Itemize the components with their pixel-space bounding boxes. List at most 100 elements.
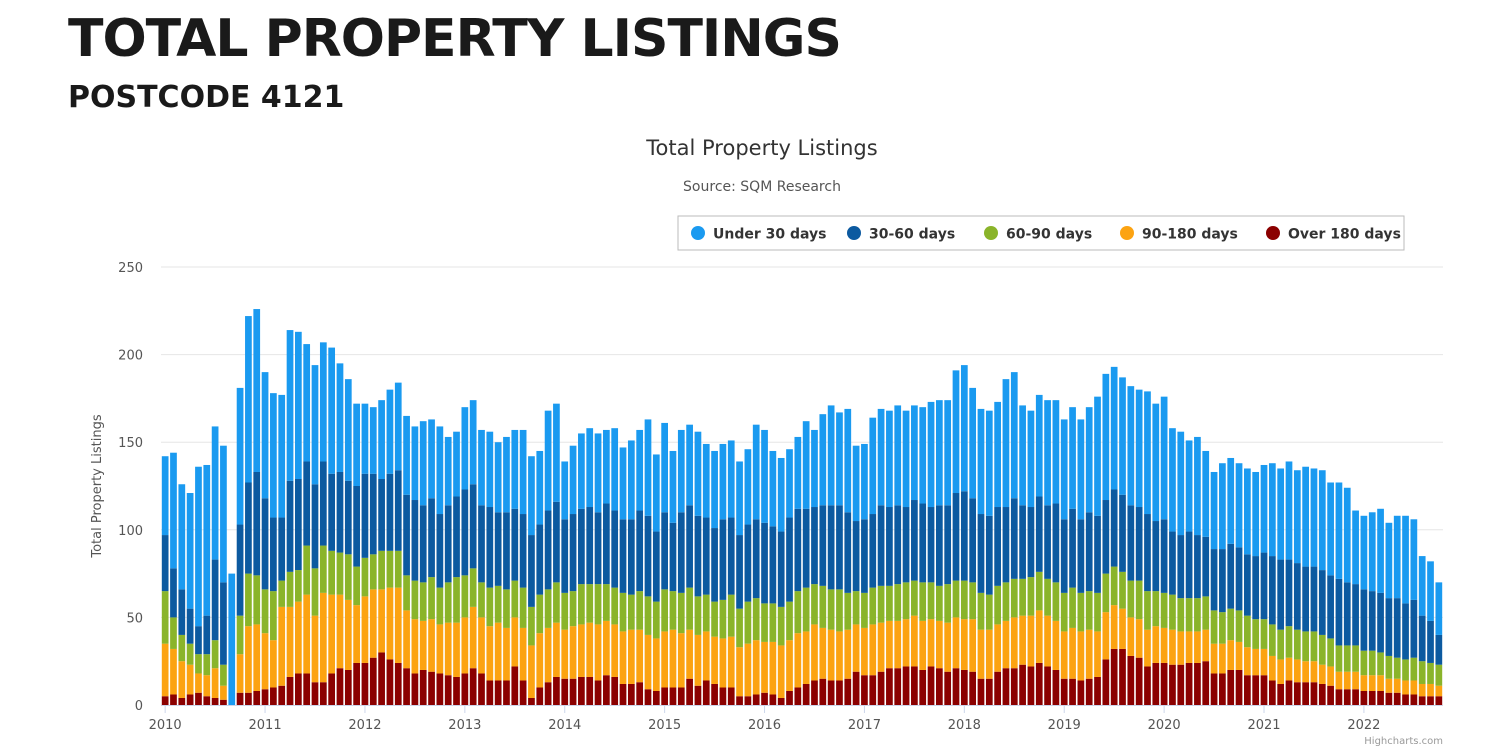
bar-segment[interactable]: [253, 309, 261, 472]
bar-segment[interactable]: [927, 666, 935, 705]
bar-segment[interactable]: [1427, 561, 1434, 621]
bar-segment[interactable]: [419, 505, 427, 583]
bar-segment[interactable]: [636, 682, 644, 705]
bar-segment[interactable]: [603, 584, 610, 621]
bar-segment[interactable]: [1293, 563, 1301, 630]
bar-segment[interactable]: [1385, 692, 1393, 705]
bar-segment[interactable]: [378, 550, 385, 590]
bar-segment[interactable]: [902, 507, 910, 583]
bar-segment[interactable]: [1335, 689, 1343, 705]
bar-segment[interactable]: [1285, 680, 1293, 705]
bar-segment[interactable]: [1077, 592, 1085, 632]
bar-segment[interactable]: [1169, 594, 1176, 630]
bar-segment[interactable]: [278, 606, 286, 686]
bar-segment[interactable]: [220, 699, 227, 705]
bar-segment[interactable]: [1377, 690, 1384, 705]
bar-segment[interactable]: [861, 592, 868, 628]
bar-segment[interactable]: [586, 584, 594, 623]
bar-segment[interactable]: [894, 584, 902, 621]
bar-segment[interactable]: [1185, 531, 1193, 599]
bar-segment[interactable]: [777, 645, 785, 698]
bar-segment[interactable]: [719, 519, 727, 600]
bar-segment[interactable]: [261, 498, 269, 590]
bar-segment[interactable]: [486, 431, 494, 508]
bar-segment[interactable]: [752, 694, 760, 705]
bar-segment[interactable]: [1427, 662, 1434, 684]
bar-segment[interactable]: [428, 419, 435, 499]
bar-segment[interactable]: [603, 620, 610, 676]
bar-segment[interactable]: [786, 449, 793, 518]
bar-segment[interactable]: [1427, 620, 1434, 663]
bar-segment[interactable]: [1119, 571, 1126, 609]
bar-segment[interactable]: [353, 403, 360, 486]
bar-segment[interactable]: [1019, 578, 1026, 616]
bar-segment[interactable]: [985, 629, 993, 679]
bar-segment[interactable]: [969, 387, 977, 499]
bar-segment[interactable]: [1185, 598, 1193, 632]
bar-segment[interactable]: [161, 535, 169, 592]
bar-segment[interactable]: [453, 577, 460, 623]
bar-segment[interactable]: [1235, 669, 1243, 705]
bar-segment[interactable]: [852, 671, 860, 705]
bar-segment[interactable]: [911, 580, 918, 616]
bar-segment[interactable]: [536, 524, 544, 595]
bar-segment[interactable]: [935, 505, 943, 586]
bar-segment[interactable]: [469, 400, 477, 485]
bar-segment[interactable]: [1244, 615, 1251, 648]
legend-item[interactable]: 30-60 days: [869, 227, 955, 243]
bar-segment[interactable]: [1335, 578, 1343, 646]
bar-segment[interactable]: [802, 631, 810, 684]
bar-segment[interactable]: [203, 464, 211, 616]
bar-segment[interactable]: [827, 505, 835, 590]
bar-segment[interactable]: [1002, 582, 1010, 621]
bar-segment[interactable]: [511, 666, 519, 705]
bar-segment[interactable]: [536, 633, 544, 688]
bar-segment[interactable]: [827, 680, 835, 705]
bar-segment[interactable]: [686, 629, 693, 679]
bar-segment[interactable]: [752, 640, 760, 695]
bar-segment[interactable]: [303, 461, 311, 546]
bar-segment[interactable]: [1069, 587, 1076, 628]
bar-segment[interactable]: [603, 675, 610, 705]
bar-segment[interactable]: [786, 640, 793, 691]
bar-segment[interactable]: [1410, 519, 1418, 600]
bar-segment[interactable]: [811, 507, 818, 585]
bar-segment[interactable]: [294, 478, 302, 571]
bar-segment[interactable]: [1127, 580, 1135, 618]
bar-segment[interactable]: [519, 514, 527, 588]
bar-segment[interactable]: [494, 680, 502, 705]
bar-segment[interactable]: [511, 508, 519, 581]
bar-segment[interactable]: [270, 591, 277, 641]
bar-segment[interactable]: [1035, 571, 1043, 611]
bar-segment[interactable]: [652, 601, 660, 639]
bar-segment[interactable]: [378, 400, 385, 479]
bar-segment[interactable]: [869, 624, 877, 676]
bar-segment[interactable]: [744, 643, 752, 697]
bar-segment[interactable]: [1310, 631, 1318, 662]
bar-segment[interactable]: [461, 673, 469, 705]
bar-segment[interactable]: [819, 585, 827, 628]
bar-segment[interactable]: [328, 673, 336, 705]
bar-segment[interactable]: [411, 580, 419, 620]
bar-segment[interactable]: [436, 587, 444, 625]
bar-segment[interactable]: [1427, 696, 1434, 705]
bar-segment[interactable]: [195, 626, 202, 655]
bar-segment[interactable]: [1110, 366, 1118, 490]
bar-segment[interactable]: [1194, 436, 1201, 536]
bar-segment[interactable]: [636, 429, 644, 511]
bar-segment[interactable]: [503, 680, 510, 705]
bar-segment[interactable]: [1310, 468, 1318, 567]
bar-segment[interactable]: [536, 687, 544, 705]
legend-item[interactable]: 90-180 days: [1142, 227, 1238, 243]
bar-segment[interactable]: [411, 426, 419, 501]
bar-segment[interactable]: [361, 473, 369, 558]
bar-segment[interactable]: [1110, 566, 1118, 606]
bar-segment[interactable]: [736, 696, 743, 705]
bar-segment[interactable]: [1094, 631, 1101, 677]
bar-segment[interactable]: [669, 629, 677, 688]
bar-segment[interactable]: [444, 675, 452, 705]
bar-segment[interactable]: [544, 410, 552, 511]
bar-segment[interactable]: [952, 617, 960, 669]
bar-segment[interactable]: [319, 342, 327, 462]
bar-segment[interactable]: [328, 594, 336, 674]
